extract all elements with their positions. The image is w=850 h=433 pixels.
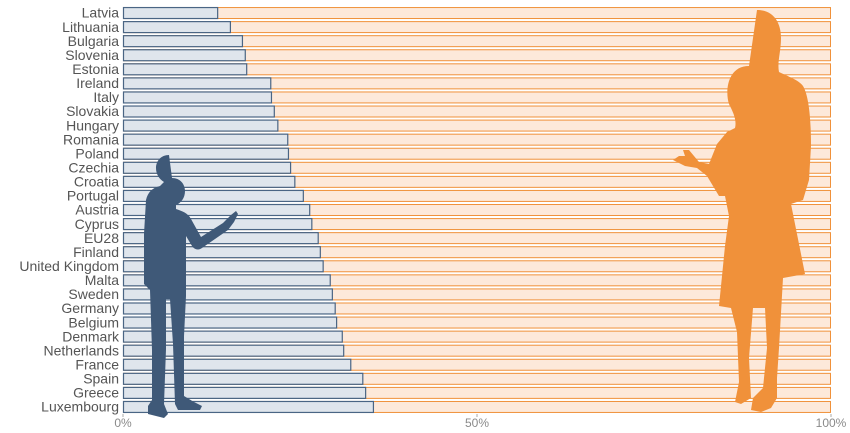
category-label: Cyprus (75, 216, 119, 232)
woman-silhouette (673, 10, 811, 412)
bar (122, 400, 375, 414)
bar (122, 302, 336, 315)
category-label: Romania (63, 131, 119, 147)
category-label: Luxembourg (41, 399, 119, 415)
category-label: Denmark (62, 328, 120, 344)
bar (122, 119, 279, 132)
bars (122, 6, 831, 414)
category-label: Spain (83, 371, 119, 387)
bar (122, 189, 304, 203)
bar (122, 372, 364, 385)
bar (122, 316, 338, 329)
category-label: Austria (75, 202, 119, 218)
bar (122, 105, 275, 118)
bar (122, 246, 321, 259)
category-label: Greece (73, 385, 119, 401)
category-label: Estonia (72, 61, 119, 77)
category-label: Lithuania (62, 19, 119, 35)
category-label: Slovakia (66, 103, 119, 119)
bar (122, 21, 232, 34)
bar (122, 49, 246, 62)
track (123, 7, 831, 20)
bar (122, 274, 331, 287)
category-label: Czechia (68, 159, 119, 175)
category-label: Poland (75, 145, 119, 161)
bar (122, 77, 272, 90)
figures (144, 10, 811, 418)
category-label: Slovenia (65, 47, 119, 63)
bar (122, 35, 244, 48)
bar (122, 175, 296, 188)
bar (122, 133, 289, 146)
bar (122, 147, 290, 160)
bar (122, 260, 324, 273)
category-label: Hungary (66, 117, 119, 133)
bar (122, 91, 273, 104)
category-label: Croatia (74, 174, 119, 190)
category-label: Malta (85, 272, 119, 288)
category-label: Latvia (82, 5, 120, 21)
bar (122, 330, 343, 343)
x-tick-label: 50% (465, 416, 489, 430)
category-label: Portugal (67, 188, 119, 204)
bar (122, 6, 219, 20)
bar (122, 344, 345, 357)
bar (122, 203, 311, 217)
bar (122, 386, 367, 399)
x-tick-label: 0% (114, 416, 132, 430)
category-label: Germany (61, 300, 119, 316)
category-label: Bulgaria (68, 33, 120, 49)
category-label: Italy (93, 89, 119, 105)
category-label: Finland (73, 244, 119, 260)
bar (122, 63, 248, 76)
category-label: Sweden (68, 286, 119, 302)
category-label: Ireland (76, 75, 119, 91)
bar (122, 288, 333, 301)
man-silhouette (144, 155, 238, 418)
bar (122, 358, 352, 371)
category-label: Netherlands (44, 342, 120, 358)
category-label: EU28 (84, 230, 119, 246)
category-label: Belgium (68, 314, 119, 330)
category-label: France (75, 356, 119, 372)
x-tick-label: 100% (816, 416, 847, 430)
category-label: United Kingdom (19, 258, 119, 274)
bar (122, 161, 292, 174)
